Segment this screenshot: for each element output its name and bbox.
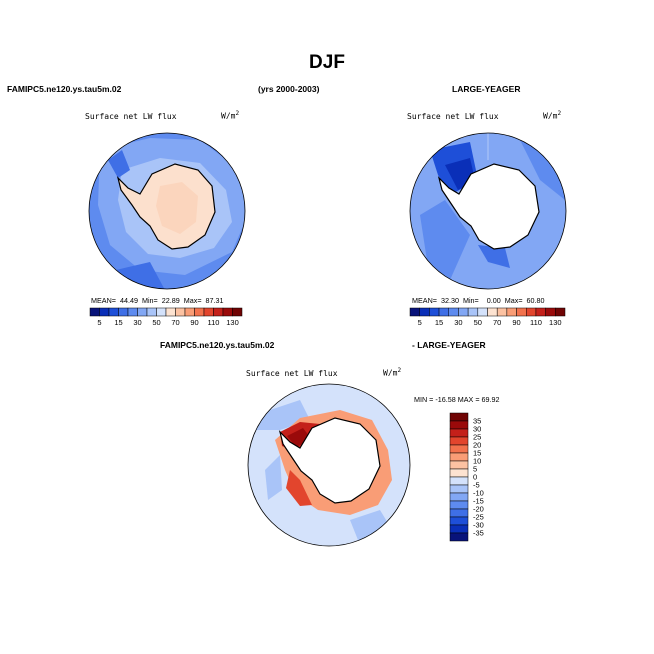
- panel2-colorbar-tick-label: 110: [530, 318, 542, 327]
- panel3-colorbar-swatch: [449, 420, 469, 430]
- panel3-colorbar-swatch: [449, 516, 469, 526]
- panel3-colorbar-tick-label: 10: [473, 457, 481, 466]
- panel1-colorbar-tick-label: 70: [171, 318, 179, 327]
- panel1-colorbar-tick-label: 5: [97, 318, 101, 327]
- years-label: (yrs 2000-2003): [258, 84, 320, 94]
- panel3-colorbar-swatch: [449, 484, 469, 494]
- panel3-colorbar-swatch: [449, 452, 469, 462]
- panel3-colorbar-swatch: [449, 428, 469, 438]
- panel3-colorbar-swatch: [449, 412, 469, 422]
- panel3-colorbar-tick-label: 15: [473, 449, 481, 458]
- panel3-antarctica: [278, 417, 381, 504]
- panel1-stats: MEAN= 44.49 Min= 22.89 Max= 87.31: [91, 296, 224, 305]
- panel3-colorbar-swatch: [449, 436, 469, 446]
- panel1-colorbar-tick-label: 30: [133, 318, 141, 327]
- panel2-colorbar-tick-label: 50: [474, 318, 482, 327]
- panel1-frame: [88, 132, 246, 290]
- panel3-units: W/m2: [383, 367, 402, 378]
- panel3-colorbar-swatch: [449, 444, 469, 454]
- panel3-minmax: MIN = -16.58 MAX = 69.92: [414, 395, 500, 404]
- panel3-colorbar-tick-label: -15: [473, 497, 484, 506]
- panel3-colorbar-tick-label: 35: [473, 417, 481, 426]
- panel3-colorbar-tick-label: -35: [473, 529, 484, 538]
- diff-case-a-label: FAMIPC5.ne120.ys.tau5m.02: [160, 340, 275, 350]
- diff-case-b-label: - LARGE-YEAGER: [412, 340, 486, 350]
- panel1-colorbar-tick-label: 110: [208, 318, 220, 327]
- panel1-dark-patch-south: [116, 262, 166, 289]
- panel3-colorbar-tick-label: -30: [473, 521, 484, 530]
- panel3-colorbar-swatch: [449, 460, 469, 470]
- panel3-colorbar-swatch: [449, 532, 469, 542]
- panel2-colorbar-tick-label: 5: [418, 318, 422, 327]
- panel2-colorbar-tick-label: 90: [512, 318, 520, 327]
- panel3-colorbar-tick-label: 0: [473, 473, 477, 482]
- panel3-colorbar-tick-label: 20: [473, 441, 481, 450]
- panel3-frame: [247, 383, 411, 547]
- panel1-colorbar-swatch: [232, 307, 243, 317]
- panel3-colorbar-tick-label: -5: [473, 481, 480, 490]
- panel3-colorbar-tick-label: -25: [473, 513, 484, 522]
- panel1-units: W/m2: [221, 110, 240, 121]
- panel3-colorbar-swatch: [449, 508, 469, 518]
- panel2-title: Surface net LW flux: [407, 112, 499, 121]
- panel1-colorbar-tick-label: 90: [190, 318, 198, 327]
- panel1-colorbar-tick-label: 130: [226, 318, 239, 327]
- panel3-colorbar-swatch: [449, 524, 469, 534]
- panel2-frame: [409, 132, 567, 290]
- panel3-title: Surface net LW flux: [246, 369, 338, 378]
- panel1-dark-patch: [108, 150, 130, 178]
- panel3-colorbar-tick-label: -20: [473, 505, 484, 514]
- panel2-dark-patch-south: [478, 245, 510, 268]
- panel2-antarctica: [437, 163, 540, 250]
- panel3-colorbar-swatch: [449, 500, 469, 510]
- panel2-colorbar-tick-label: 15: [435, 318, 443, 327]
- panel3-colorbar-tick-label: -10: [473, 489, 484, 498]
- panel3-colorbar-tick-label: 5: [473, 465, 477, 474]
- page-title: DJF: [309, 52, 345, 73]
- panel2-mid-contour: [420, 200, 470, 280]
- panel3-colorbar-tick-label: 25: [473, 433, 481, 442]
- panel2-stats: MEAN= 32.30 Min= 0.00 Max= 60.80: [412, 296, 545, 305]
- panel3-colorbar-swatch: [449, 476, 469, 486]
- panel2-colorbar-tick-label: 30: [454, 318, 462, 327]
- panel3-colorbar-swatch: [449, 492, 469, 502]
- panel2-units: W/m2: [543, 110, 562, 121]
- panel2-colorbar-tick-label: 70: [493, 318, 501, 327]
- left-case-label: FAMIPC5.ne120.ys.tau5m.02: [7, 84, 122, 94]
- panel1-colorbar-tick-label: 15: [114, 318, 122, 327]
- panel1-title: Surface net LW flux: [85, 112, 177, 121]
- panel3-colorbar-swatch: [449, 468, 469, 478]
- panel2-colorbar-tick-label: 130: [549, 318, 562, 327]
- panel2-mid-contour-ne: [520, 140, 565, 200]
- panel3-colorbar-tick-label: 30: [473, 425, 481, 434]
- panel1-colorbar-tick-label: 50: [152, 318, 160, 327]
- right-case-label: LARGE-YEAGER: [452, 84, 521, 94]
- panel1-plateau: [156, 182, 198, 234]
- panel2-colorbar-swatch: [555, 307, 566, 317]
